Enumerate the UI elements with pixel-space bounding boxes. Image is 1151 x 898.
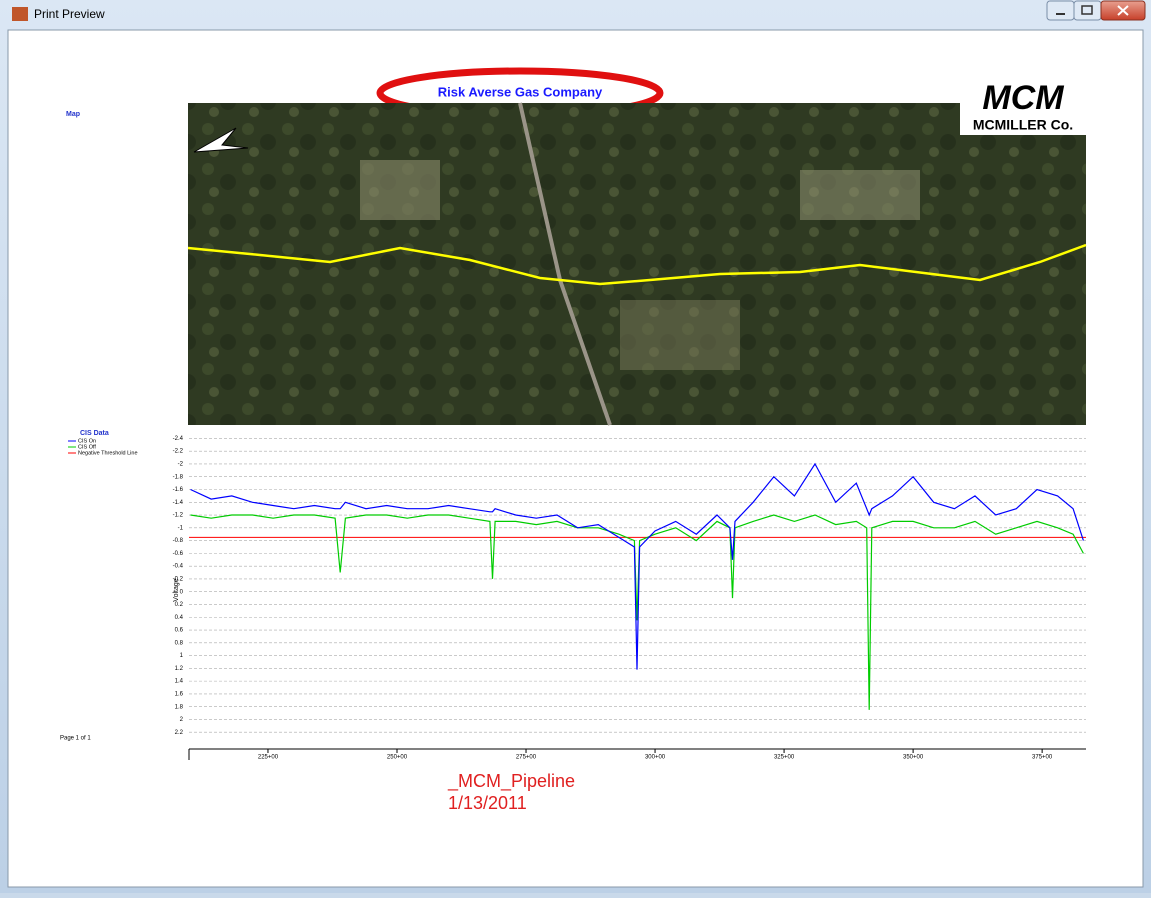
y-tick-label: -0.6 [173, 551, 184, 557]
legend-title: CIS Data [80, 430, 109, 437]
y-tick-label: 1.2 [175, 666, 184, 672]
y-tick-label: 0 [180, 589, 184, 595]
legend-label: Negative Threshold Line [78, 450, 138, 456]
y-tick-label: 1.6 [175, 691, 184, 697]
page-number: Page 1 of 1 [60, 736, 91, 742]
x-tick-label: 375+00 [1032, 755, 1053, 761]
logo-text: MCMILLER Co. [973, 117, 1073, 133]
x-tick-label: 350+00 [903, 755, 924, 761]
y-tick-label: -2.2 [173, 449, 184, 455]
y-tick-label: 1.4 [175, 679, 184, 685]
y-tick-label: 0.4 [175, 615, 184, 621]
map-label: Map [66, 111, 80, 118]
y-tick-label: -1.2 [173, 513, 184, 519]
footer-date: 1/13/2011 [448, 793, 527, 813]
x-tick-label: 225+00 [258, 755, 279, 761]
y-tick-label: -2 [178, 462, 184, 468]
y-tick-label: 1.8 [175, 704, 184, 710]
y-tick-label: -0.4 [173, 564, 184, 570]
window-title: Print Preview [34, 7, 105, 21]
north-arrow [193, 127, 249, 153]
logo-box [960, 80, 1086, 135]
legend-label: CIS Off [78, 444, 96, 450]
maximize-icon [1081, 5, 1093, 15]
x-tick-label: 275+00 [516, 755, 537, 761]
series-line [190, 462, 1084, 670]
y-tick-label: -0.8 [173, 538, 184, 544]
app-icon [12, 7, 28, 21]
map-field [360, 160, 440, 220]
y-tick-label: 2 [180, 717, 184, 723]
legend-label: CIS On [78, 438, 96, 444]
y-tick-label: -0.2 [173, 576, 184, 582]
y-tick-label: -1.8 [173, 474, 184, 480]
y-tick-label: -1.4 [173, 500, 184, 506]
logo-mark: MCM [982, 79, 1064, 117]
minimize-icon [1056, 13, 1065, 15]
x-tick-label: 250+00 [387, 755, 408, 761]
y-tick-label: 1 [180, 653, 184, 659]
x-tick-label: 325+00 [774, 755, 795, 761]
y-tick-label: 2.2 [175, 730, 184, 736]
pipeline-route [187, 243, 1087, 286]
y-tick-label: -1 [178, 525, 184, 531]
x-tick-label: 300+00 [645, 755, 666, 761]
footer-name: _MCM_Pipeline [447, 771, 575, 792]
y-tick-label: 0.2 [175, 602, 184, 608]
series-line [190, 514, 1084, 710]
close-icon [1117, 5, 1129, 16]
report-title: Risk Averse Gas Company [438, 84, 603, 99]
aerial-map [188, 103, 1086, 425]
map-field [620, 300, 740, 370]
y-tick-label: -2.4 [173, 436, 184, 442]
y-axis-label: Voltage [173, 578, 180, 601]
y-tick-label: 0.6 [175, 628, 184, 634]
y-tick-label: -1.6 [173, 487, 184, 493]
map-field [800, 170, 920, 220]
maximize-button[interactable] [1073, 0, 1102, 21]
y-tick-label: 0.8 [175, 640, 184, 646]
minimize-button[interactable] [1046, 0, 1075, 21]
